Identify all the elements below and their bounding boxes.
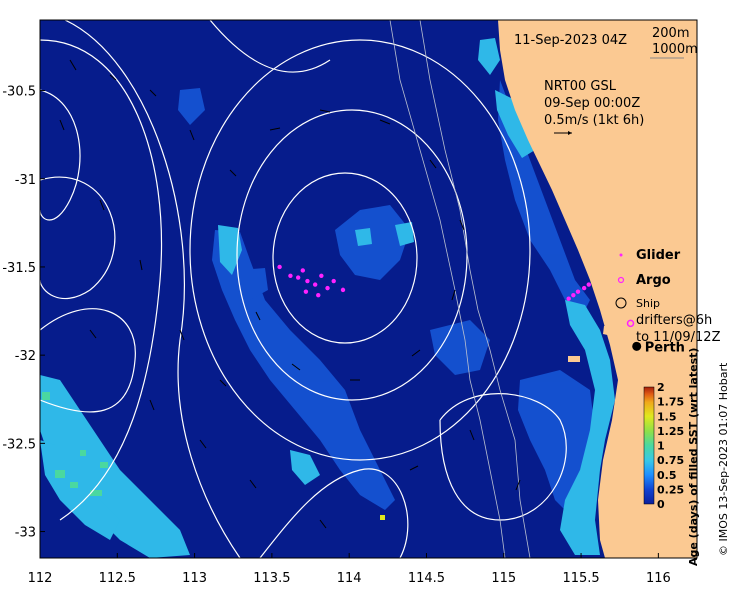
sst-yellow-speckle bbox=[380, 515, 385, 520]
rottnest-island bbox=[568, 356, 580, 362]
colorbar-tick-label: 1 bbox=[657, 440, 665, 453]
glider-point bbox=[316, 292, 321, 298]
credit-text: © IMOS 13-Sep-2023 01:07 Hobart bbox=[717, 362, 730, 556]
colorbar-tick-label: 0 bbox=[657, 498, 665, 511]
colorbar-tick-label: 0.75 bbox=[657, 454, 684, 467]
x-tick-label: 113 bbox=[182, 571, 207, 586]
colorbar-tick-label: 1.75 bbox=[657, 396, 684, 409]
argo-legend-marker bbox=[617, 276, 625, 284]
x-tick-label: 113.5 bbox=[253, 571, 290, 586]
colorbar-tick-label: 2 bbox=[657, 381, 665, 394]
glider-legend-marker bbox=[619, 253, 623, 257]
glider-point bbox=[340, 287, 346, 293]
map-frame bbox=[39, 19, 698, 559]
glider-point bbox=[319, 273, 324, 278]
map-plot-area bbox=[40, 20, 697, 558]
depth-contour-label-1000m: 1000m bbox=[652, 42, 698, 57]
glider-point bbox=[581, 285, 587, 291]
colorbar bbox=[643, 386, 655, 505]
drifters-legend-line2: to 11/09/12Z bbox=[636, 330, 721, 345]
glider-point bbox=[575, 289, 581, 294]
x-tick-label: 116 bbox=[646, 571, 671, 586]
current-date-label: 09-Sep 00:00Z bbox=[544, 96, 640, 111]
depth-contour-label-200m: 200m bbox=[652, 26, 689, 41]
x-tick-label: 114.5 bbox=[408, 571, 445, 586]
glider-point bbox=[288, 273, 293, 278]
colorbar-tick-label: 1.5 bbox=[657, 410, 677, 423]
glider-point bbox=[295, 275, 301, 280]
y-tick-label: -30.5 bbox=[2, 85, 36, 100]
current-source-label: NRT00 GSL bbox=[544, 79, 617, 94]
x-tick-label: 114 bbox=[337, 571, 362, 586]
drifters-legend-line1: drifters@6h bbox=[636, 313, 712, 328]
glider-layer bbox=[277, 264, 591, 301]
glider-point bbox=[303, 289, 309, 294]
glider-point bbox=[566, 296, 571, 301]
y-tick-label: -31 bbox=[15, 173, 36, 188]
x-tick-label: 112 bbox=[28, 571, 53, 586]
x-axis: 112 112.5 113 113.5 114 114.5 115 115.5 116 bbox=[28, 553, 671, 586]
glider-point bbox=[305, 278, 310, 284]
argo-legend-label: Argo bbox=[636, 273, 671, 288]
bathymetry-contours bbox=[389, 20, 531, 558]
sst-green-speckles bbox=[42, 392, 108, 496]
x-tick-label: 115 bbox=[491, 571, 516, 586]
city-marker-perth bbox=[632, 341, 642, 351]
y-tick-label: -31.5 bbox=[2, 261, 36, 276]
colorbar-tick-label: 1.25 bbox=[657, 425, 684, 438]
glider-point bbox=[325, 285, 330, 291]
y-tick-label: -32.5 bbox=[2, 437, 36, 452]
colorbar-label: Age (days) of filled SST (wrt latest) bbox=[687, 348, 700, 566]
x-tick-label: 112.5 bbox=[99, 571, 136, 586]
map-datetime: 11-Sep-2023 04Z bbox=[514, 33, 627, 48]
x-tick-label: 115.5 bbox=[562, 571, 599, 586]
glider-point bbox=[312, 282, 318, 287]
glider-point bbox=[300, 268, 305, 273]
city-label-perth: Perth bbox=[645, 340, 685, 355]
y-axis: -30.5 -31 -31.5 -32 -32.5 -33 bbox=[2, 85, 45, 541]
glider-legend-label: Glider bbox=[636, 248, 681, 263]
argo-float-marker bbox=[626, 319, 635, 328]
sst-older-patches bbox=[40, 38, 615, 558]
current-scale-label: 0.5m/s (1kt 6h) bbox=[544, 113, 644, 128]
y-tick-label: -33 bbox=[15, 526, 36, 541]
ship-legend-label: Ship bbox=[636, 297, 660, 310]
current-vectors bbox=[59, 59, 521, 529]
colorbar-tick-label: 0.5 bbox=[657, 469, 677, 482]
colorbar-ticks: 0 0.250.5 0.751 1.25 1.51.75 2 bbox=[657, 381, 684, 511]
ssh-contours bbox=[40, 20, 567, 558]
y-tick-label: -32 bbox=[15, 349, 36, 364]
glider-point bbox=[331, 278, 336, 284]
glider-point bbox=[571, 292, 576, 298]
colorbar-tick-label: 0.25 bbox=[657, 483, 684, 496]
ship-legend-marker bbox=[615, 297, 627, 309]
glider-point bbox=[277, 264, 282, 270]
glider-point bbox=[586, 282, 591, 287]
